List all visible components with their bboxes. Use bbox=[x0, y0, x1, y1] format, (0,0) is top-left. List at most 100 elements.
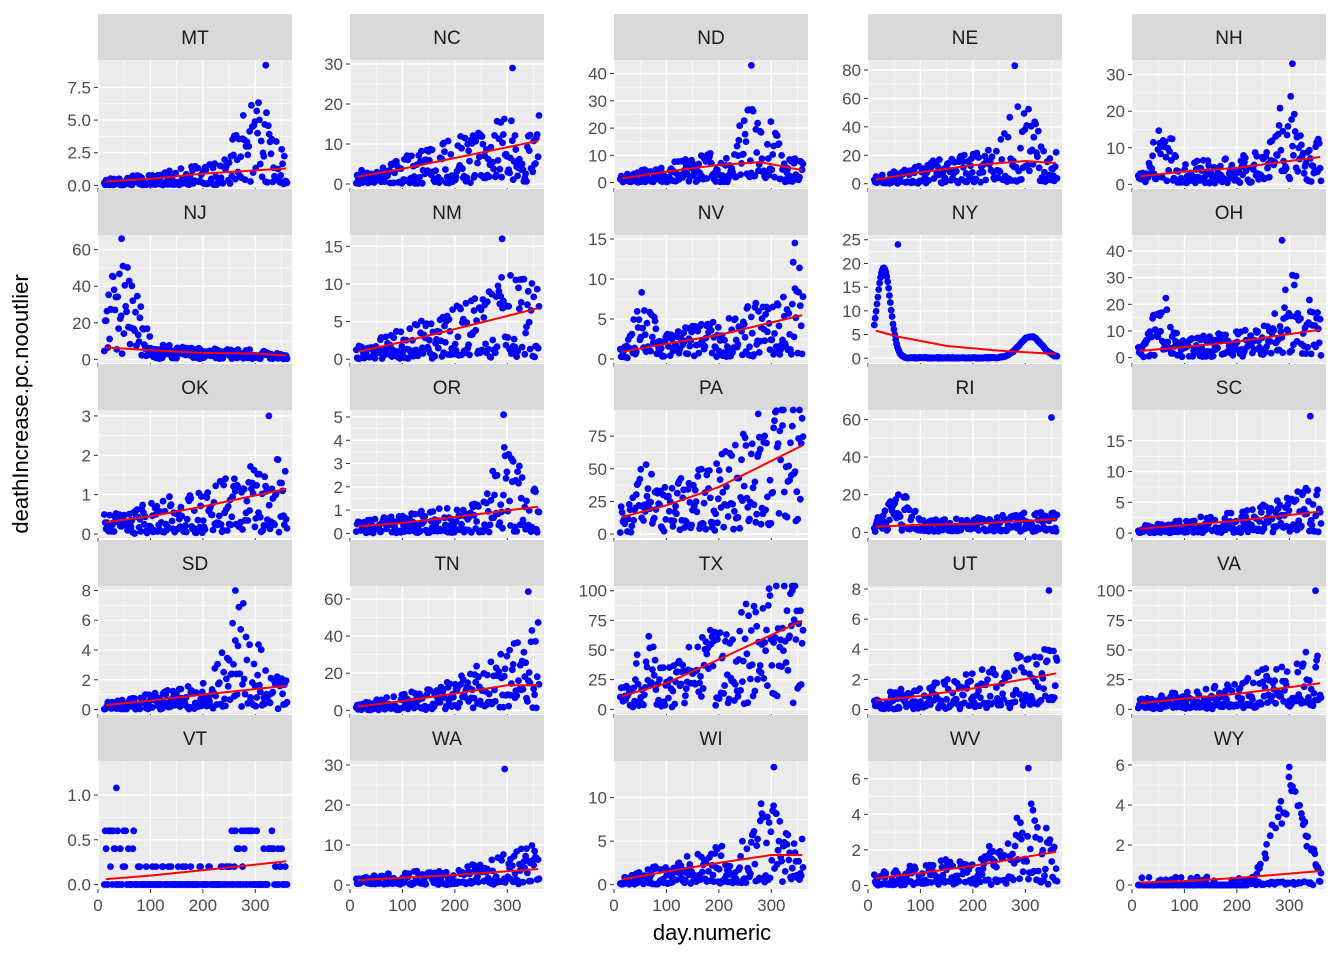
data-point bbox=[766, 592, 774, 599]
data-point bbox=[744, 699, 752, 706]
facet-panels: MT0.02.55.07.5NC0102030ND010203040NE0204… bbox=[67, 14, 1326, 915]
data-point bbox=[1020, 110, 1028, 117]
data-point bbox=[778, 152, 785, 159]
facet-strip-label: ND bbox=[697, 28, 724, 49]
data-point bbox=[473, 518, 480, 525]
data-point bbox=[747, 313, 755, 321]
y-tick-label: 0 bbox=[852, 523, 861, 542]
data-point bbox=[715, 467, 723, 474]
data-point bbox=[444, 137, 452, 145]
data-point bbox=[886, 516, 893, 524]
data-point bbox=[237, 153, 245, 161]
data-point bbox=[1249, 679, 1257, 687]
data-point bbox=[997, 701, 1005, 709]
data-point bbox=[513, 692, 521, 699]
data-point bbox=[998, 156, 1006, 163]
data-point bbox=[130, 827, 138, 835]
data-point bbox=[876, 279, 883, 287]
y-tick-label: 25 bbox=[1106, 671, 1125, 690]
facet-panel-mt: MT 0.0 2.5 5.0 7.5 bbox=[67, 14, 292, 195]
data-point bbox=[1182, 161, 1189, 168]
data-point bbox=[463, 174, 471, 182]
facet-strip-label: UT bbox=[952, 554, 978, 575]
data-point bbox=[1051, 682, 1059, 690]
y-tick-label: 4 bbox=[852, 640, 861, 659]
data-point bbox=[218, 649, 226, 657]
y-tick-label: 25 bbox=[842, 231, 861, 250]
data-point bbox=[1317, 694, 1325, 701]
data-point bbox=[790, 333, 798, 341]
data-point bbox=[624, 354, 631, 362]
data-point bbox=[434, 344, 442, 352]
y-tick-label: 5.0 bbox=[67, 111, 91, 130]
y-tick-label: 15 bbox=[1106, 432, 1125, 451]
y-tick-label: 30 bbox=[588, 92, 607, 111]
data-point bbox=[222, 702, 229, 710]
data-point bbox=[649, 643, 657, 651]
data-point bbox=[684, 486, 692, 493]
data-point bbox=[209, 526, 217, 534]
data-point bbox=[768, 166, 776, 174]
data-point bbox=[1284, 123, 1292, 130]
data-point bbox=[251, 523, 259, 531]
data-point bbox=[239, 112, 247, 119]
data-point bbox=[698, 320, 705, 328]
data-point bbox=[707, 326, 715, 334]
data-point bbox=[698, 465, 705, 473]
data-point bbox=[437, 176, 445, 184]
data-point bbox=[442, 339, 449, 346]
data-point bbox=[124, 264, 131, 271]
data-point bbox=[671, 700, 679, 708]
data-point bbox=[967, 677, 974, 685]
data-point bbox=[895, 704, 903, 712]
data-point bbox=[128, 282, 136, 290]
data-point bbox=[107, 863, 114, 870]
facet-strip-label: PA bbox=[699, 378, 723, 399]
data-point bbox=[764, 140, 771, 148]
y-tick-label: 50 bbox=[588, 460, 607, 479]
data-point bbox=[208, 511, 216, 519]
data-point bbox=[475, 153, 483, 161]
data-point bbox=[780, 488, 788, 496]
data-point bbox=[985, 146, 992, 154]
data-point bbox=[471, 171, 479, 179]
data-point bbox=[988, 153, 996, 161]
data-point bbox=[240, 675, 248, 683]
data-point bbox=[261, 473, 269, 481]
data-point bbox=[1018, 176, 1025, 183]
data-point bbox=[1051, 163, 1059, 171]
facet-strip-label: OH bbox=[1215, 203, 1244, 224]
y-tick-label: 0 bbox=[852, 349, 861, 368]
data-point bbox=[711, 527, 719, 534]
data-point bbox=[526, 131, 534, 139]
data-point bbox=[220, 668, 228, 676]
y-tick-label: 0 bbox=[1116, 700, 1125, 719]
data-point bbox=[418, 179, 426, 187]
facet-strip-label: MT bbox=[181, 28, 209, 49]
data-point bbox=[734, 513, 742, 521]
data-point bbox=[143, 325, 151, 333]
y-tick-label: 50 bbox=[588, 641, 607, 660]
facet-strip bbox=[868, 189, 1062, 235]
facet-strip-label: NE bbox=[952, 28, 978, 49]
data-point bbox=[725, 315, 733, 322]
data-point bbox=[238, 703, 246, 710]
data-point bbox=[222, 475, 229, 483]
data-point bbox=[668, 484, 676, 492]
data-point bbox=[266, 699, 274, 707]
data-point bbox=[1052, 527, 1060, 535]
y-tick-label: 20 bbox=[842, 254, 861, 273]
data-point bbox=[510, 335, 518, 343]
data-point bbox=[703, 175, 711, 182]
data-point bbox=[272, 138, 280, 145]
facet-panel-tn: TN 0 20 40 60 bbox=[324, 540, 544, 720]
data-point bbox=[136, 705, 144, 713]
data-point bbox=[253, 107, 261, 115]
data-point bbox=[1317, 177, 1325, 185]
data-point bbox=[484, 345, 492, 353]
data-point bbox=[783, 513, 791, 521]
data-point bbox=[679, 174, 687, 181]
data-point bbox=[121, 863, 129, 870]
data-point bbox=[942, 178, 949, 186]
data-point bbox=[1209, 352, 1217, 360]
